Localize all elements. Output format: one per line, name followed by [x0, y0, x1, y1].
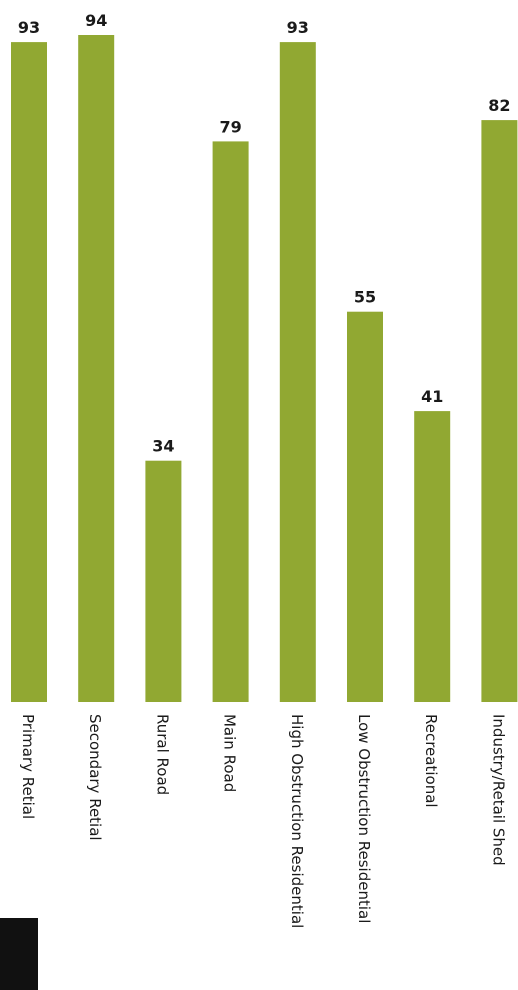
value-label-3: 79: [219, 117, 241, 136]
value-labels-layer: 93 94 34 79 93 55 41 82: [18, 11, 511, 456]
category-label-4: High Obstruction Residential: [288, 714, 306, 928]
bar-6: [414, 411, 451, 702]
value-label-2: 34: [152, 437, 174, 456]
value-label-6: 41: [421, 387, 443, 406]
category-label-2: Rural Road: [153, 714, 171, 795]
bar-2: [145, 460, 182, 702]
value-label-1: 94: [85, 11, 107, 30]
value-label-0: 93: [18, 18, 40, 37]
bar-0: [11, 42, 47, 703]
category-labels-layer: Primary Retial Secondary Retial Rural Road…: [19, 714, 507, 928]
category-label-5: Low Obstruction Residential: [355, 714, 373, 923]
category-label-6: Recreational: [422, 714, 440, 808]
category-label-7: Industry/Retail Shed: [489, 714, 507, 866]
bar-3: [212, 141, 249, 702]
value-label-5: 55: [354, 288, 376, 307]
dark-corner-block: [0, 918, 38, 990]
value-label-4: 93: [287, 18, 309, 37]
bars-layer: [11, 35, 518, 703]
bar-7: [481, 120, 518, 703]
category-label-3: Main Road: [221, 714, 239, 792]
bar-5: [347, 311, 383, 702]
category-label-1: Secondary Retial: [86, 714, 104, 841]
bar-4: [279, 42, 316, 703]
bar-1: [78, 35, 115, 702]
value-label-7: 82: [488, 96, 510, 115]
category-label-0: Primary Retial: [19, 714, 37, 819]
